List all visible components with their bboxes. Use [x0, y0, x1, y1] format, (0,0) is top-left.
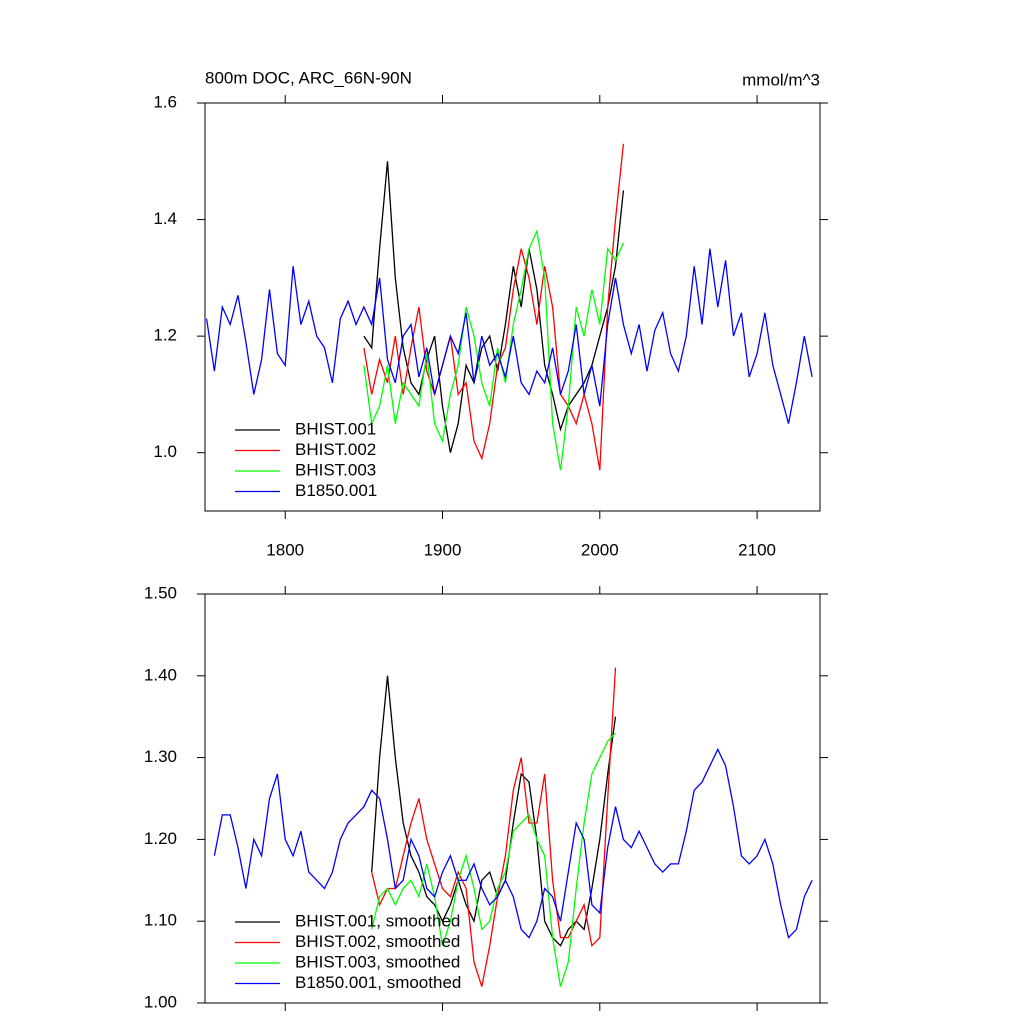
y-tick-label: 1.0 — [153, 442, 177, 461]
plot-frame — [204, 102, 821, 512]
series-line — [213, 747, 813, 939]
y-tick-label: 1.4 — [153, 209, 177, 228]
series-line — [371, 667, 617, 987]
y-tick-label: 1.10 — [144, 911, 177, 930]
y-tick-label: 1.6 — [153, 92, 177, 111]
y-tick-label: 1.20 — [144, 829, 177, 848]
legend-label: BHIST.001 — [295, 419, 376, 438]
legend-label: BHIST.002, smoothed — [295, 932, 460, 951]
series-line — [363, 143, 625, 471]
legend-label: BHIST.001, smoothed — [295, 911, 460, 930]
series-line — [363, 228, 624, 471]
x-tick-label: 2100 — [738, 540, 776, 559]
series-line — [205, 248, 813, 424]
legend-label: BHIST.003 — [295, 460, 376, 479]
y-tick-label: 1.40 — [144, 665, 177, 684]
x-tick-label: 1900 — [424, 540, 462, 559]
legend-label: BHIST.003, smoothed — [295, 952, 460, 971]
chart-title: 800m DOC, ARC_66N-90N — [205, 68, 412, 87]
x-tick-label: 2000 — [581, 540, 619, 559]
y-tick-label: 1.00 — [144, 992, 177, 1011]
series-line — [371, 732, 616, 987]
series-line — [363, 161, 625, 453]
y-tick-label: 1.30 — [144, 747, 177, 766]
y-tick-label: 1.2 — [153, 326, 177, 345]
x-tick-label: 1800 — [266, 540, 304, 559]
units-label: mmol/m^3 — [742, 70, 820, 89]
legend-label: B1850.001, smoothed — [295, 973, 461, 992]
y-tick-label: 1.50 — [144, 583, 177, 602]
legend-label: B1850.001 — [295, 481, 377, 500]
plot-frame — [204, 593, 821, 1004]
legend-label: BHIST.002 — [295, 440, 376, 459]
